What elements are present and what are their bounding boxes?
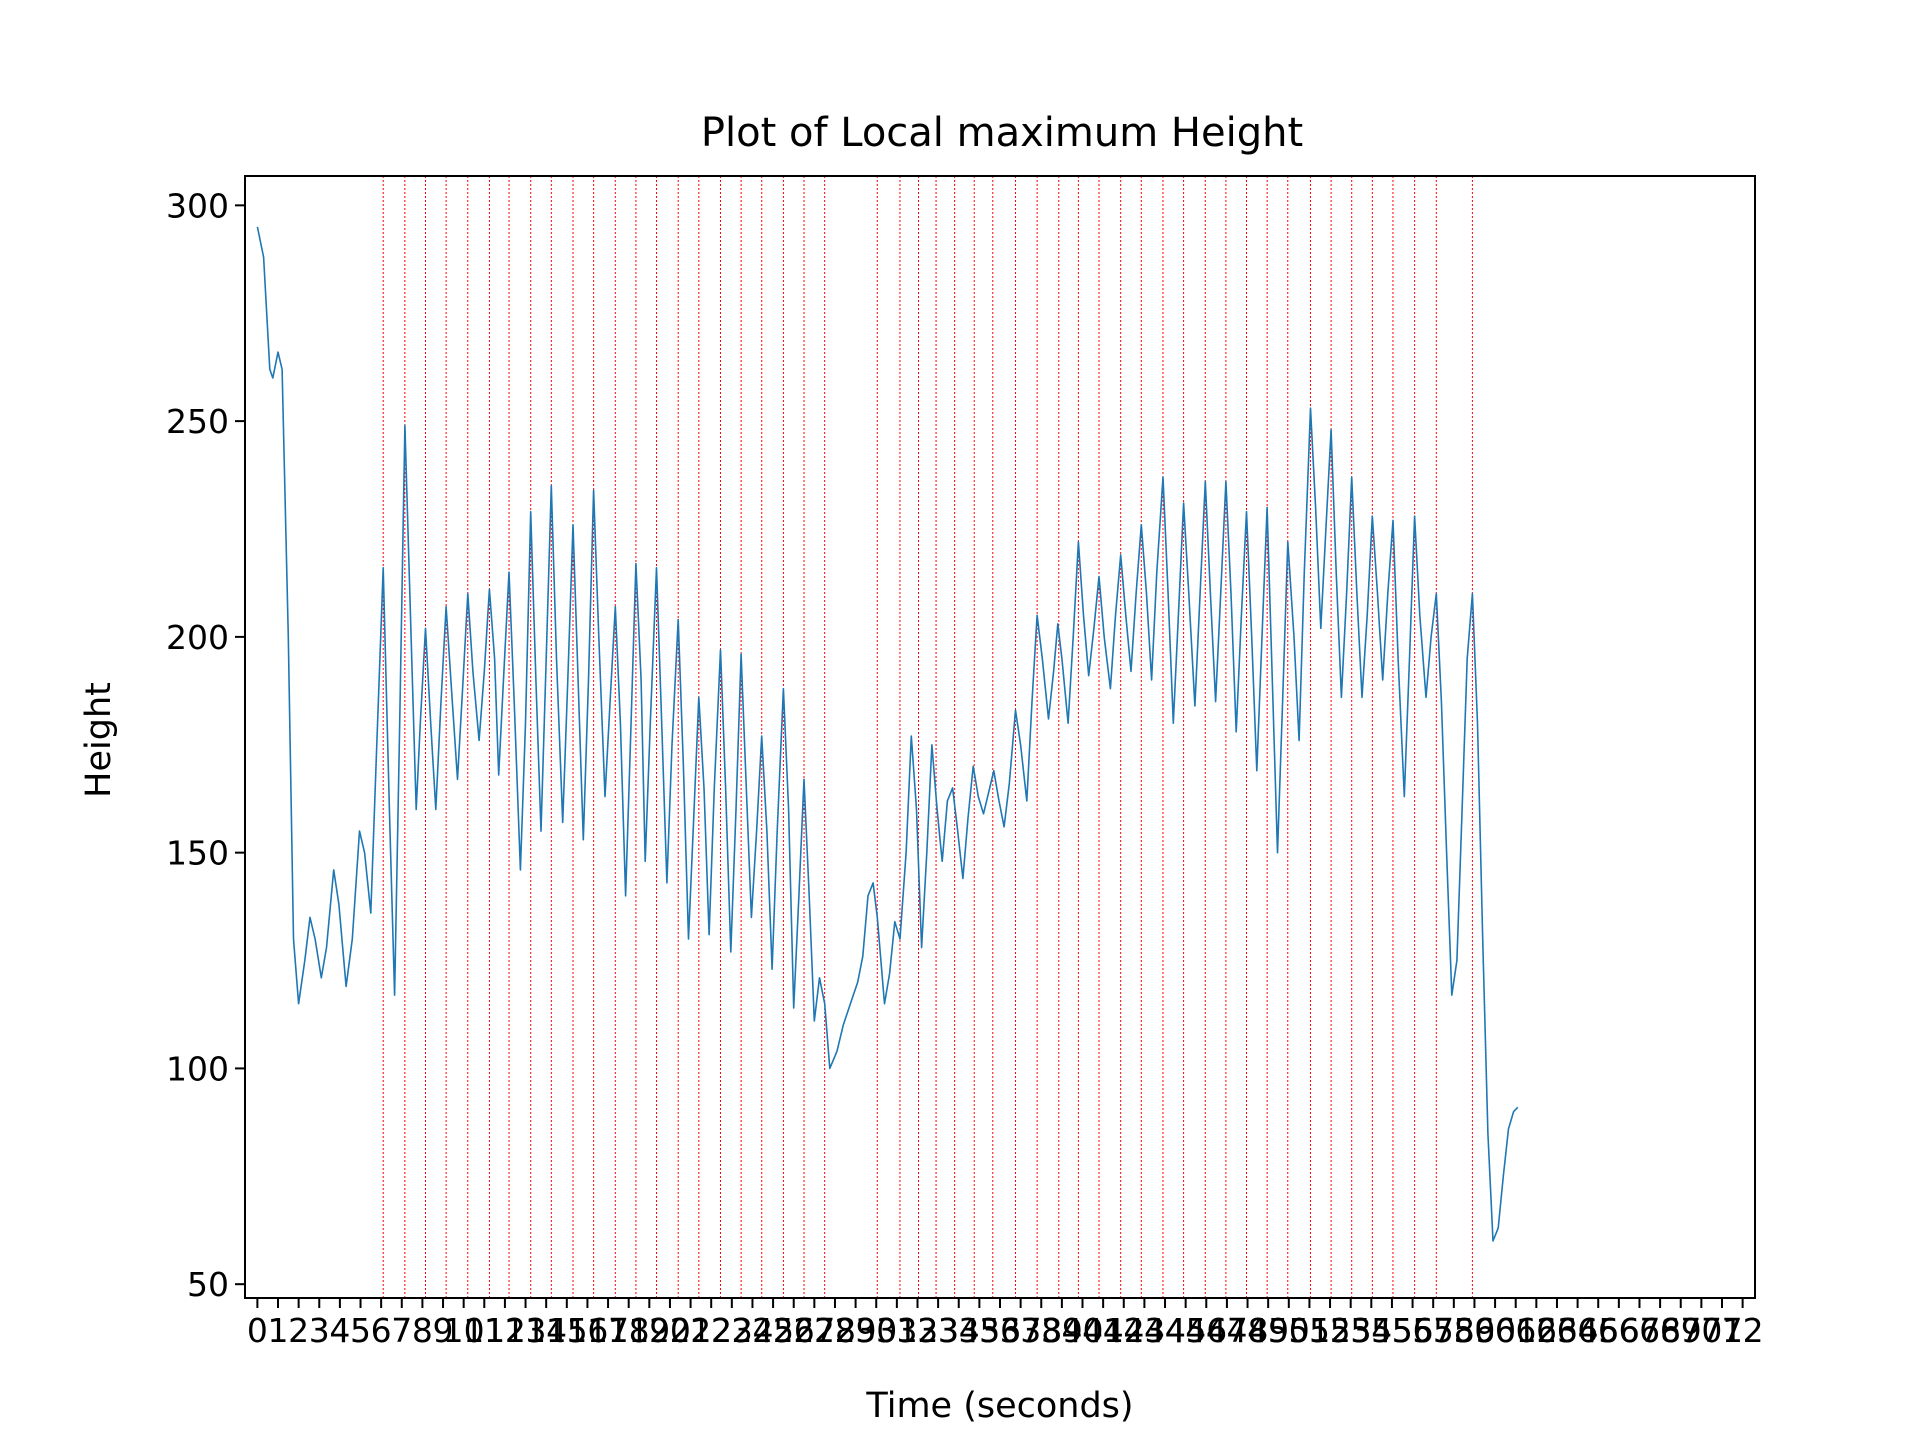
- x-tick-label: 59: [1453, 1311, 1495, 1350]
- x-tick-label: 27: [793, 1311, 835, 1350]
- x-tick-label: 28: [814, 1311, 856, 1350]
- x-tick-label: 16: [566, 1311, 608, 1350]
- x-tick-label: 19: [628, 1311, 670, 1350]
- x-tick-label: 11: [463, 1311, 505, 1350]
- x-tick-label: 37: [1000, 1311, 1042, 1350]
- x-tick-label: 22: [690, 1311, 732, 1350]
- x-tick-label: 14: [525, 1311, 567, 1350]
- y-tick-label: 100: [166, 1049, 229, 1088]
- x-tick-label: 36: [979, 1311, 1021, 1350]
- x-axis: 0 1 2 3 4 5 6 7 8 9101112131415161718192021222324…: [247, 1298, 1764, 1350]
- x-tick-label: 32: [896, 1311, 938, 1350]
- x-tick-label: 7: [391, 1311, 412, 1350]
- x-tick-label: 63: [1536, 1311, 1578, 1350]
- plot-background: [245, 176, 1755, 1298]
- x-tick-label: 68: [1639, 1311, 1681, 1350]
- x-tick-label: 15: [546, 1311, 588, 1350]
- x-tick-label: 65: [1577, 1311, 1619, 1350]
- x-tick-label: 1: [268, 1311, 289, 1350]
- vertical-marker-lines: [382, 176, 1473, 1298]
- x-tick-label: 60: [1474, 1311, 1516, 1350]
- x-tick-label: 24: [731, 1311, 773, 1350]
- y-tick-label: 300: [166, 186, 229, 225]
- x-tick-label: 50: [1268, 1311, 1310, 1350]
- x-tick-label: 39: [1041, 1311, 1083, 1350]
- x-tick-label: 20: [649, 1311, 691, 1350]
- x-tick-label: 9: [433, 1311, 454, 1350]
- x-tick-label: 71: [1701, 1311, 1743, 1350]
- x-tick-label: 49: [1247, 1311, 1289, 1350]
- x-tick-label: 12: [484, 1311, 526, 1350]
- x-tick-label: 66: [1598, 1311, 1640, 1350]
- y-axis: 50 100 150 200 250 300: [166, 186, 245, 1304]
- y-tick-label: 200: [166, 618, 229, 657]
- x-tick-label: 48: [1227, 1311, 1269, 1350]
- series-line: [256, 226, 1519, 1242]
- x-tick-label: 8: [412, 1311, 433, 1350]
- series-layer: [256, 226, 1519, 1242]
- x-tick-label: 30: [855, 1311, 897, 1350]
- x-tick-label: 58: [1433, 1311, 1475, 1350]
- x-tick-label: 5: [350, 1311, 371, 1350]
- chart-title: Plot of Local maximum Height: [701, 110, 1303, 156]
- x-tick-label: 54: [1350, 1311, 1392, 1350]
- x-tick-label: 72: [1722, 1311, 1764, 1350]
- x-tick-label: 31: [876, 1311, 918, 1350]
- x-tick-label: 18: [608, 1311, 650, 1350]
- x-tick-label: 2: [288, 1311, 309, 1350]
- x-tick-label: 53: [1330, 1311, 1372, 1350]
- x-tick-label: 55: [1371, 1311, 1413, 1350]
- x-axis-label: Time (seconds): [865, 1386, 1133, 1426]
- x-tick-label: 40: [1062, 1311, 1104, 1350]
- x-tick-label: 67: [1618, 1311, 1660, 1350]
- y-axis-label: Height: [79, 682, 119, 798]
- x-tick-label: 61: [1495, 1311, 1537, 1350]
- x-tick-label: 51: [1288, 1311, 1330, 1350]
- x-tick-label: 26: [773, 1311, 815, 1350]
- x-tick-label: 13: [505, 1311, 547, 1350]
- x-tick-label: 42: [1103, 1311, 1145, 1350]
- x-tick-label: 47: [1206, 1311, 1248, 1350]
- x-tick-label: 69: [1660, 1311, 1702, 1350]
- plot-area: [244, 175, 1756, 1299]
- y-tick-label: 250: [166, 402, 229, 441]
- x-tick-label: 41: [1082, 1311, 1124, 1350]
- x-tick-label: 35: [958, 1311, 1000, 1350]
- x-tick-label: 4: [329, 1311, 350, 1350]
- x-tick-label: 45: [1165, 1311, 1207, 1350]
- x-tick-label: 17: [587, 1311, 629, 1350]
- x-tick-label: 21: [670, 1311, 712, 1350]
- x-tick-label: 10: [443, 1311, 485, 1350]
- x-tick-label: 70: [1680, 1311, 1722, 1350]
- x-tick-label: 3: [309, 1311, 330, 1350]
- x-tick-label: 6: [371, 1311, 392, 1350]
- x-tick-label: 44: [1144, 1311, 1186, 1350]
- x-tick-label: 0: [247, 1311, 268, 1350]
- x-tick-label: 43: [1123, 1311, 1165, 1350]
- x-tick-label: 62: [1515, 1311, 1557, 1350]
- x-tick-label: 57: [1412, 1311, 1454, 1350]
- x-tick-label: 46: [1185, 1311, 1227, 1350]
- x-tick-label: 38: [1020, 1311, 1062, 1350]
- x-tick-label: 52: [1309, 1311, 1351, 1350]
- x-tick-label: 25: [752, 1311, 794, 1350]
- x-tick-label: 23: [711, 1311, 753, 1350]
- x-tick-label: 34: [938, 1311, 980, 1350]
- x-tick-label: 56: [1392, 1311, 1434, 1350]
- y-tick-label: 50: [187, 1265, 229, 1304]
- y-tick-label: 150: [166, 834, 229, 873]
- x-tick-label: 64: [1557, 1311, 1599, 1350]
- x-tick-label: 33: [917, 1311, 959, 1350]
- x-tick-label: 29: [835, 1311, 877, 1350]
